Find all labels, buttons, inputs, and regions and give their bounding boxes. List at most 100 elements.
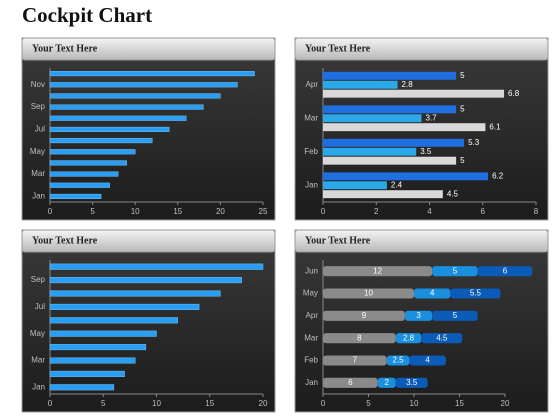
data-label: 10 [364,289,373,298]
bar [49,171,119,177]
bar-segment [323,266,433,277]
y-tick-label: Sep [31,102,46,111]
x-tick-label: 5 [101,399,106,408]
data-label: 5.3 [468,138,480,147]
data-label: 9 [362,311,367,320]
data-label: 6 [348,378,353,387]
panel-title: Your Text Here [305,235,371,246]
x-tick-label: 8 [534,207,539,216]
x-tick-label: 20 [501,399,510,408]
data-label: 12 [373,266,382,275]
data-label: 8 [357,333,362,342]
data-label: 4 [425,356,430,365]
x-tick-label: 5 [90,207,95,216]
x-tick-label: 10 [152,399,161,408]
data-label: 2.8 [402,80,414,89]
bar-segment [323,377,378,388]
y-tick-label: Jul [35,302,45,311]
x-tick-label: 20 [259,399,268,408]
panel-header [21,37,276,61]
data-label: 3 [416,311,421,320]
panel-header [294,229,549,253]
x-tick-label: 4 [427,207,432,216]
y-tick-label: Jan [32,192,45,201]
y-tick-label: May [30,329,45,338]
bar-segment [323,355,387,366]
data-label: 7 [353,356,358,365]
bar [49,138,153,144]
x-tick-label: 25 [259,207,268,216]
x-tick-label: 10 [131,207,140,216]
bar [49,357,136,364]
bar [49,384,115,391]
bar-segment [414,288,451,299]
bar-segment [477,266,533,277]
bar [49,263,264,270]
bar-segment [421,333,463,344]
x-tick-label: 15 [173,207,182,216]
bar [49,82,238,88]
data-label: 2 [384,378,389,387]
bar-segment [432,266,478,277]
data-label: 2.4 [391,180,403,189]
bar [49,71,255,77]
data-label: 4 [430,289,435,298]
bar [49,303,200,310]
bar [49,182,110,188]
y-tick-label: Jan [305,180,318,189]
bar-segment [404,310,433,321]
bar [323,71,457,80]
x-tick-label: 10 [410,399,419,408]
y-tick-label: Mar [304,113,318,122]
bar [323,123,486,132]
data-label: 6 [503,266,508,275]
bar-segment [409,355,446,366]
data-label: 5 [460,104,465,113]
x-tick-label: 2 [374,207,379,216]
y-tick-label: Sep [31,275,46,284]
bar [323,172,489,181]
bar [49,193,102,199]
bar [49,370,125,377]
x-tick-label: 0 [321,399,326,408]
data-label: 5 [453,266,458,275]
x-tick-label: 0 [48,399,53,408]
bar [49,330,157,337]
bar [323,89,505,98]
bar [323,181,387,190]
data-label: 2.5 [393,356,405,365]
bar [323,147,417,156]
bar [323,156,457,165]
x-tick-label: 5 [366,399,371,408]
slide-title: Cockpit Chart [22,3,152,27]
data-label: 6.8 [508,89,520,98]
y-tick-label: Jan [305,378,318,387]
bar-segment [323,288,414,299]
data-label: 6.2 [492,171,504,180]
y-tick-label: Jun [305,266,318,275]
data-label: 5 [453,311,458,320]
y-tick-label: Apr [306,80,319,89]
x-tick-label: 0 [321,207,326,216]
y-tick-label: May [303,289,318,298]
bar [49,317,179,324]
panel-header [21,229,276,253]
bar-segment [377,377,396,388]
data-label: 5.5 [470,289,482,298]
panel-title: Your Text Here [305,43,371,54]
y-tick-label: Mar [304,333,318,342]
panel-title: Your Text Here [32,235,98,246]
bar [49,160,127,166]
panel-header [294,37,549,61]
data-label: 3.5 [420,147,432,156]
bar [49,277,242,284]
y-tick-label: Mar [31,169,45,178]
data-label: 3.7 [426,113,438,122]
y-tick-label: Apr [306,311,319,320]
x-tick-label: 20 [216,207,225,216]
bar [49,104,204,110]
bar [323,114,422,123]
data-label: 3.5 [406,378,418,387]
